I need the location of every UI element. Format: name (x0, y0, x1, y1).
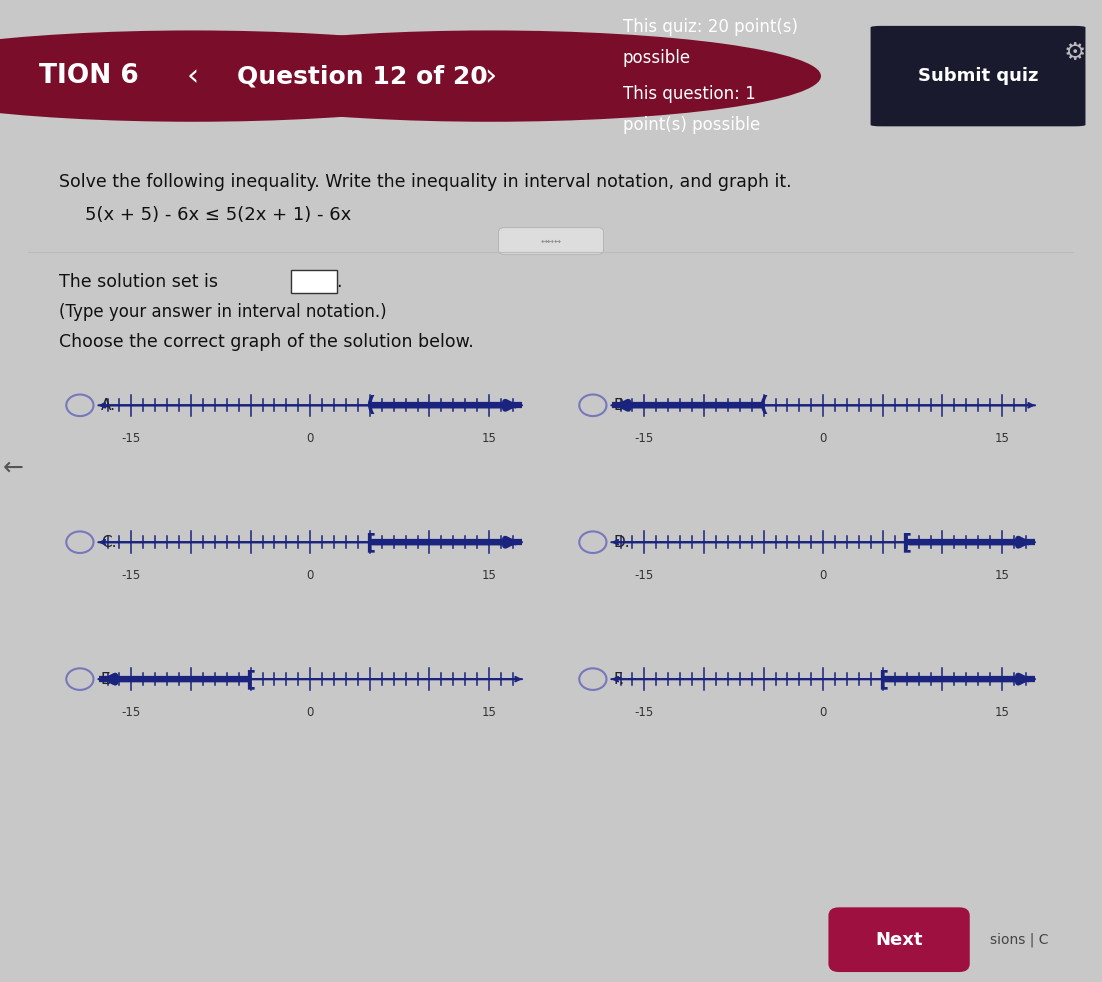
Text: 15: 15 (995, 432, 1009, 445)
Text: ←: ← (3, 456, 24, 479)
Text: ›: › (484, 62, 497, 90)
Text: point(s) possible: point(s) possible (623, 116, 760, 134)
Text: (: ( (758, 396, 769, 415)
Text: 15: 15 (995, 569, 1009, 581)
Text: -15: -15 (635, 432, 653, 445)
Text: 0: 0 (820, 569, 826, 581)
Text: possible: possible (623, 49, 691, 67)
Text: [: [ (246, 669, 256, 689)
Text: -15: -15 (635, 706, 653, 719)
Text: 0: 0 (306, 569, 314, 581)
FancyBboxPatch shape (871, 26, 1085, 127)
Text: B.: B. (614, 398, 629, 412)
Circle shape (160, 30, 821, 122)
Text: F.: F. (614, 672, 625, 686)
Text: Question 12 of 20: Question 12 of 20 (237, 64, 488, 88)
Text: Submit quiz: Submit quiz (918, 67, 1038, 85)
Text: 0: 0 (306, 432, 314, 445)
Text: E.: E. (101, 672, 116, 686)
Text: TION 6: TION 6 (39, 63, 139, 89)
Text: This question: 1: This question: 1 (623, 85, 755, 103)
Text: 5(x + 5) - 6x ≤ 5(2x + 1) - 6x: 5(x + 5) - 6x ≤ 5(2x + 1) - 6x (85, 206, 352, 224)
Text: (: ( (365, 396, 375, 415)
Text: A.: A. (101, 398, 116, 412)
Text: ⚙: ⚙ (1063, 41, 1085, 65)
Text: -15: -15 (121, 569, 141, 581)
Text: (Type your answer in interval notation.): (Type your answer in interval notation.) (60, 303, 387, 321)
Text: sions | C: sions | C (990, 933, 1048, 947)
Text: -15: -15 (635, 569, 653, 581)
Text: 0: 0 (306, 706, 314, 719)
Text: C.: C. (101, 535, 117, 550)
Text: D.: D. (614, 535, 630, 550)
Text: The solution set is: The solution set is (60, 273, 229, 291)
Text: [: [ (365, 532, 375, 552)
FancyBboxPatch shape (291, 270, 337, 294)
Text: 0: 0 (820, 706, 826, 719)
Text: .: . (336, 273, 342, 291)
Text: This quiz: 20 point(s): This quiz: 20 point(s) (623, 19, 798, 36)
Text: -15: -15 (121, 432, 141, 445)
Text: 15: 15 (482, 706, 497, 719)
Text: Choose the correct graph of the solution below.: Choose the correct graph of the solution… (60, 333, 474, 352)
Text: -15: -15 (121, 706, 141, 719)
FancyBboxPatch shape (829, 907, 970, 972)
Text: 15: 15 (995, 706, 1009, 719)
Text: 0: 0 (820, 432, 826, 445)
FancyBboxPatch shape (499, 228, 604, 254)
Text: Next: Next (875, 931, 922, 949)
Text: Solve the following inequality. Write the inequality in interval notation, and g: Solve the following inequality. Write th… (60, 173, 791, 191)
Text: [: [ (878, 669, 888, 689)
Text: ‹: ‹ (186, 62, 199, 90)
Text: 15: 15 (482, 432, 497, 445)
Text: 15: 15 (482, 569, 497, 581)
Text: ↔↔↔: ↔↔↔ (540, 237, 562, 246)
Text: [: [ (901, 532, 911, 552)
Circle shape (0, 30, 523, 122)
